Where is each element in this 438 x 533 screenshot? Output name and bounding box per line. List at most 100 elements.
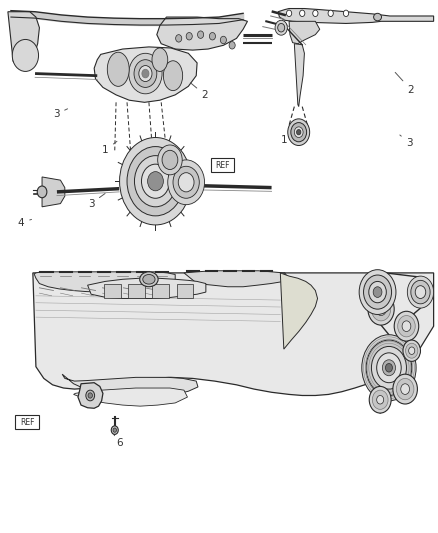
Bar bbox=[128, 284, 145, 298]
Polygon shape bbox=[294, 44, 304, 107]
Polygon shape bbox=[62, 374, 198, 397]
Polygon shape bbox=[157, 17, 247, 50]
Ellipse shape bbox=[143, 274, 155, 284]
Text: 1: 1 bbox=[102, 141, 117, 155]
Circle shape bbox=[371, 346, 406, 389]
Circle shape bbox=[134, 60, 157, 87]
Circle shape bbox=[20, 49, 31, 62]
Circle shape bbox=[129, 53, 162, 94]
Circle shape bbox=[402, 321, 411, 332]
Circle shape bbox=[371, 297, 391, 321]
Circle shape bbox=[398, 316, 415, 337]
Text: 4: 4 bbox=[18, 218, 32, 228]
Circle shape bbox=[411, 280, 430, 304]
Circle shape bbox=[385, 364, 392, 372]
Text: 3: 3 bbox=[400, 135, 413, 148]
Circle shape bbox=[394, 311, 419, 341]
Bar bbox=[177, 284, 193, 298]
Circle shape bbox=[158, 145, 182, 175]
Circle shape bbox=[148, 172, 163, 191]
Circle shape bbox=[141, 164, 170, 198]
Polygon shape bbox=[42, 177, 65, 207]
Text: REF: REF bbox=[215, 161, 230, 169]
Circle shape bbox=[209, 33, 215, 40]
Circle shape bbox=[377, 353, 401, 383]
Polygon shape bbox=[184, 271, 284, 287]
Circle shape bbox=[382, 360, 396, 376]
Bar bbox=[152, 284, 169, 298]
Circle shape bbox=[86, 390, 95, 401]
Polygon shape bbox=[94, 47, 197, 102]
Circle shape bbox=[120, 138, 191, 225]
Circle shape bbox=[139, 66, 152, 82]
Text: 2: 2 bbox=[191, 83, 208, 100]
Polygon shape bbox=[34, 272, 175, 292]
Circle shape bbox=[37, 186, 47, 198]
Text: 3: 3 bbox=[88, 193, 105, 208]
Circle shape bbox=[178, 173, 194, 192]
Circle shape bbox=[134, 156, 177, 207]
Circle shape bbox=[198, 31, 204, 38]
Circle shape bbox=[173, 166, 199, 198]
Circle shape bbox=[16, 44, 35, 67]
Circle shape bbox=[168, 160, 205, 205]
Circle shape bbox=[297, 130, 301, 135]
Circle shape bbox=[368, 293, 394, 325]
Ellipse shape bbox=[163, 61, 183, 91]
Circle shape bbox=[162, 150, 178, 169]
Text: 6: 6 bbox=[114, 434, 123, 448]
Circle shape bbox=[403, 340, 420, 361]
Circle shape bbox=[373, 287, 382, 297]
Text: REF: REF bbox=[20, 418, 35, 426]
Circle shape bbox=[376, 303, 386, 316]
Circle shape bbox=[127, 147, 184, 216]
Circle shape bbox=[364, 275, 392, 309]
Circle shape bbox=[396, 378, 414, 400]
Text: 2: 2 bbox=[395, 72, 414, 94]
Circle shape bbox=[300, 10, 305, 17]
Circle shape bbox=[406, 343, 418, 358]
Circle shape bbox=[377, 395, 384, 404]
Text: 5: 5 bbox=[81, 395, 93, 405]
Circle shape bbox=[186, 33, 192, 40]
Polygon shape bbox=[74, 388, 187, 406]
Circle shape bbox=[12, 39, 39, 71]
Circle shape bbox=[359, 270, 396, 314]
Circle shape bbox=[288, 119, 310, 146]
Circle shape bbox=[401, 384, 410, 394]
Circle shape bbox=[328, 10, 333, 17]
FancyBboxPatch shape bbox=[15, 415, 39, 429]
Polygon shape bbox=[88, 278, 206, 298]
Circle shape bbox=[313, 10, 318, 17]
Circle shape bbox=[278, 23, 285, 32]
Circle shape bbox=[343, 10, 349, 17]
Circle shape bbox=[22, 52, 28, 59]
Polygon shape bbox=[33, 273, 434, 395]
Circle shape bbox=[142, 69, 149, 78]
Circle shape bbox=[286, 10, 292, 17]
Polygon shape bbox=[289, 21, 320, 44]
Circle shape bbox=[372, 390, 388, 409]
Circle shape bbox=[366, 340, 412, 395]
Text: 1: 1 bbox=[280, 132, 294, 144]
Circle shape bbox=[229, 42, 235, 49]
Circle shape bbox=[407, 276, 434, 308]
Polygon shape bbox=[8, 12, 39, 69]
Circle shape bbox=[275, 20, 287, 35]
FancyBboxPatch shape bbox=[211, 158, 234, 172]
Bar bbox=[104, 284, 121, 298]
Circle shape bbox=[294, 127, 303, 138]
Circle shape bbox=[369, 281, 386, 303]
Ellipse shape bbox=[107, 52, 129, 86]
Ellipse shape bbox=[140, 272, 158, 287]
Circle shape bbox=[415, 286, 426, 298]
Circle shape bbox=[111, 426, 118, 434]
Circle shape bbox=[362, 335, 416, 401]
Circle shape bbox=[220, 36, 226, 44]
Circle shape bbox=[113, 428, 117, 432]
Circle shape bbox=[409, 347, 415, 354]
Polygon shape bbox=[78, 383, 103, 408]
Ellipse shape bbox=[374, 13, 381, 21]
Circle shape bbox=[291, 123, 307, 142]
Ellipse shape bbox=[152, 48, 168, 71]
